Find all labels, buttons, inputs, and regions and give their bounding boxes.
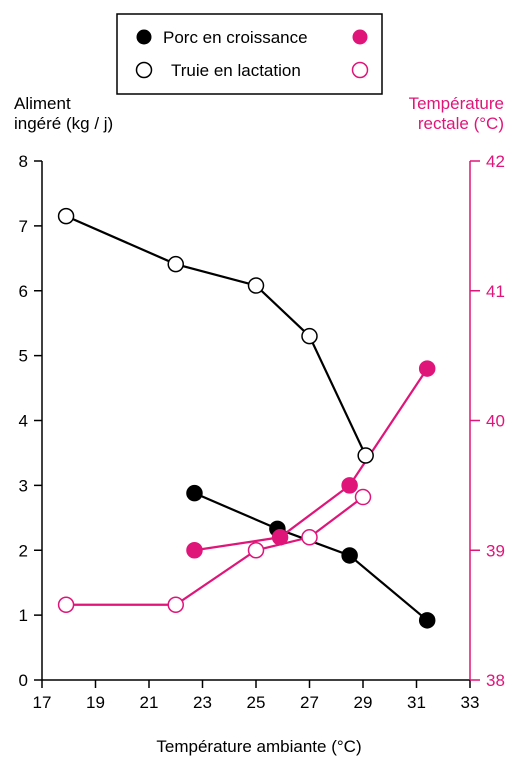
data-point-growing-pig-feed	[418, 612, 436, 629]
right-y-tick-label: 40	[486, 412, 505, 431]
data-point-growing-pig-feed	[341, 547, 358, 564]
series-line-lactating-sow-feed	[65, 215, 367, 457]
x-tick-label: 17	[33, 693, 52, 712]
legend-box	[116, 13, 383, 95]
legend-marker-temp-filled	[352, 29, 368, 45]
data-point-lactating-sow-feed	[247, 277, 265, 294]
left-y-tick-label: 6	[19, 282, 28, 301]
left-y-tick-label: 8	[19, 152, 28, 171]
left-y-tick-label: 3	[19, 476, 28, 495]
left-y-tick-label: 4	[19, 412, 28, 431]
legend-label-growing-pig: Porc en croissance	[163, 28, 308, 47]
data-point-growing-pig-temp	[186, 542, 203, 559]
data-point-lactating-sow-temp	[167, 596, 184, 613]
left-y-tick-label: 7	[19, 217, 28, 236]
series-layer	[57, 207, 436, 629]
data-point-growing-pig-feed	[186, 484, 203, 502]
data-point-lactating-sow-temp	[354, 488, 372, 506]
data-point-growing-pig-temp	[271, 529, 289, 546]
data-point-lactating-sow-feed	[167, 255, 184, 273]
left-axis-title-line-1: Aliment	[14, 94, 71, 113]
legend-marker-temp-open	[351, 61, 369, 79]
data-point-lactating-sow-temp	[57, 596, 75, 613]
data-point-lactating-sow-feed	[57, 207, 75, 225]
data-point-lactating-sow-temp	[247, 542, 265, 559]
x-tick-label: 31	[407, 693, 426, 712]
series-line-growing-pig-temp	[194, 367, 429, 552]
data-point-lactating-sow-feed	[357, 447, 374, 464]
series-line-growing-pig-feed	[194, 492, 428, 622]
series-line-lactating-sow-temp	[66, 496, 364, 606]
left-axis-title-line-2: ingéré (kg / j)	[14, 114, 113, 133]
legend: Porc en croissance Truie en lactation	[116, 13, 383, 95]
x-tick-label: 25	[247, 693, 266, 712]
right-y-tick-label: 42	[486, 152, 505, 171]
x-tick-label: 29	[354, 693, 373, 712]
data-point-growing-pig-temp	[341, 477, 358, 494]
right-axis-title-line-2: rectale (°C)	[418, 114, 504, 133]
right-y-tick-label: 39	[486, 541, 505, 560]
right-y-tick-label: 38	[486, 671, 505, 690]
data-point-lactating-sow-feed	[301, 327, 318, 345]
x-tick-label: 33	[461, 693, 480, 712]
left-y-tick-label: 0	[19, 671, 28, 690]
x-tick-label: 19	[86, 693, 105, 712]
x-tick-label: 27	[300, 693, 319, 712]
left-y-tick-label: 2	[19, 541, 28, 560]
legend-label-lactating-sow: Truie en lactation	[171, 61, 301, 80]
right-y-ticks: 38 39 40 41 42	[470, 152, 505, 690]
legend-marker-feed-open	[135, 61, 153, 79]
right-axis-title-line-1: Température	[409, 94, 504, 113]
x-ticks: 17 19 21 23 25 27 29 31 33	[33, 680, 480, 712]
left-y-ticks: 0 1 2 3 4 5 6 7 8	[19, 152, 42, 690]
data-point-growing-pig-temp	[418, 360, 436, 377]
left-y-tick-label: 5	[19, 347, 28, 366]
x-tick-label: 23	[193, 693, 212, 712]
x-tick-label: 21	[140, 693, 159, 712]
left-y-tick-label: 1	[19, 606, 28, 625]
right-y-tick-label: 41	[486, 282, 505, 301]
legend-marker-feed-filled	[136, 29, 152, 45]
data-point-lactating-sow-temp	[301, 529, 318, 546]
x-axis-title: Température ambiante (°C)	[156, 737, 361, 756]
